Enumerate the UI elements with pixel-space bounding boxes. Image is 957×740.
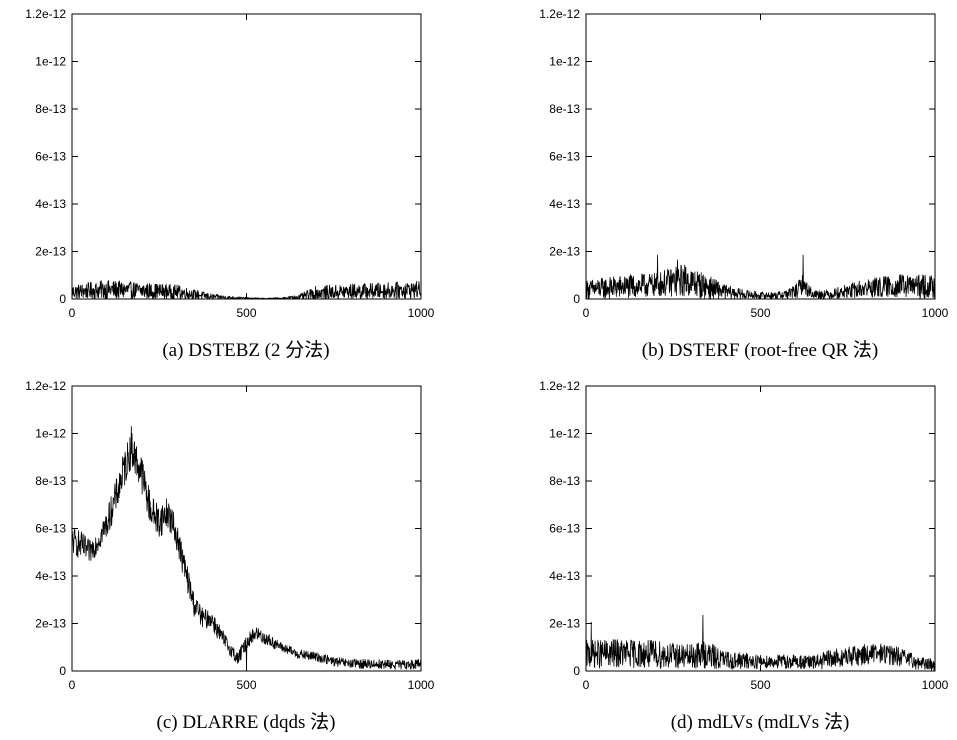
chart-panel-3: 0 2e-13 4e-13 6e-13 8e-13 1e-12 1.2e-12 0 500 100… (25, 379, 434, 733)
y-tick-label: 4e-13 (35, 197, 66, 211)
panel-caption: (d) mdLVs (mdLVs 法) (671, 711, 850, 733)
chart-panel-2: 0 2e-13 4e-13 6e-13 8e-13 1e-12 1.2e-12 0 500 100… (539, 7, 948, 361)
plot-frame (585, 385, 936, 672)
series-line (71, 280, 422, 300)
chart-panel-1: 0 2e-13 4e-13 6e-13 8e-13 1e-12 1.2e-12 0 500 100… (25, 7, 434, 361)
y-tick-label: 6e-13 (549, 150, 580, 164)
y-tick-label: 2e-13 (549, 245, 580, 259)
panel-caption: (a) DSTEBZ (2 分法) (162, 339, 329, 361)
x-tick-label: 1000 (408, 678, 435, 692)
y-tick-label: 1.2e-12 (25, 379, 66, 393)
x-tick-label: 0 (583, 306, 590, 320)
y-tick-label: 6e-13 (35, 522, 66, 536)
chart-panel-4: 0 2e-13 4e-13 6e-13 8e-13 1e-12 1.2e-12 0 500 100… (539, 379, 948, 733)
x-tick-label: 500 (750, 306, 770, 320)
y-tick-label: 1.2e-12 (539, 7, 580, 21)
y-tick-label: 1e-12 (549, 55, 580, 69)
panel-caption: (c) DLARRE (dqds 法) (157, 711, 336, 733)
x-tick-label: 1000 (922, 678, 949, 692)
x-tick-label: 500 (236, 678, 256, 692)
series-line (585, 254, 936, 300)
series-line (585, 614, 936, 672)
y-tick-label: 0 (573, 664, 580, 678)
x-tick-label: 0 (69, 678, 76, 692)
y-tick-label: 1e-12 (549, 427, 580, 441)
y-tick-label: 0 (573, 292, 580, 306)
y-tick-label: 4e-13 (35, 569, 66, 583)
y-tick-label: 8e-13 (35, 474, 66, 488)
x-tick-label: 0 (69, 306, 76, 320)
x-tick-label: 0 (583, 678, 590, 692)
plot-frame (71, 13, 422, 300)
x-tick-label: 1000 (408, 306, 435, 320)
plot-frame (585, 13, 936, 300)
y-tick-label: 2e-13 (549, 617, 580, 631)
y-tick-label: 1.2e-12 (539, 379, 580, 393)
x-tick-label: 500 (750, 678, 770, 692)
plot-frame (71, 385, 422, 672)
y-tick-label: 1e-12 (35, 55, 66, 69)
y-tick-label: 4e-13 (549, 197, 580, 211)
series-line (71, 425, 422, 671)
x-tick-label: 500 (236, 306, 256, 320)
y-tick-label: 2e-13 (35, 245, 66, 259)
y-tick-label: 8e-13 (549, 474, 580, 488)
y-tick-label: 8e-13 (35, 102, 66, 116)
y-tick-label: 0 (59, 292, 66, 306)
y-tick-label: 1.2e-12 (25, 7, 66, 21)
y-tick-label: 4e-13 (549, 569, 580, 583)
x-tick-label: 1000 (922, 306, 949, 320)
y-tick-label: 6e-13 (549, 522, 580, 536)
y-tick-label: 6e-13 (35, 150, 66, 164)
y-tick-label: 0 (59, 664, 66, 678)
y-tick-label: 8e-13 (549, 102, 580, 116)
y-tick-label: 1e-12 (35, 427, 66, 441)
y-tick-label: 2e-13 (35, 617, 66, 631)
panel-caption: (b) DSTERF (root-free QR 法) (642, 339, 878, 361)
